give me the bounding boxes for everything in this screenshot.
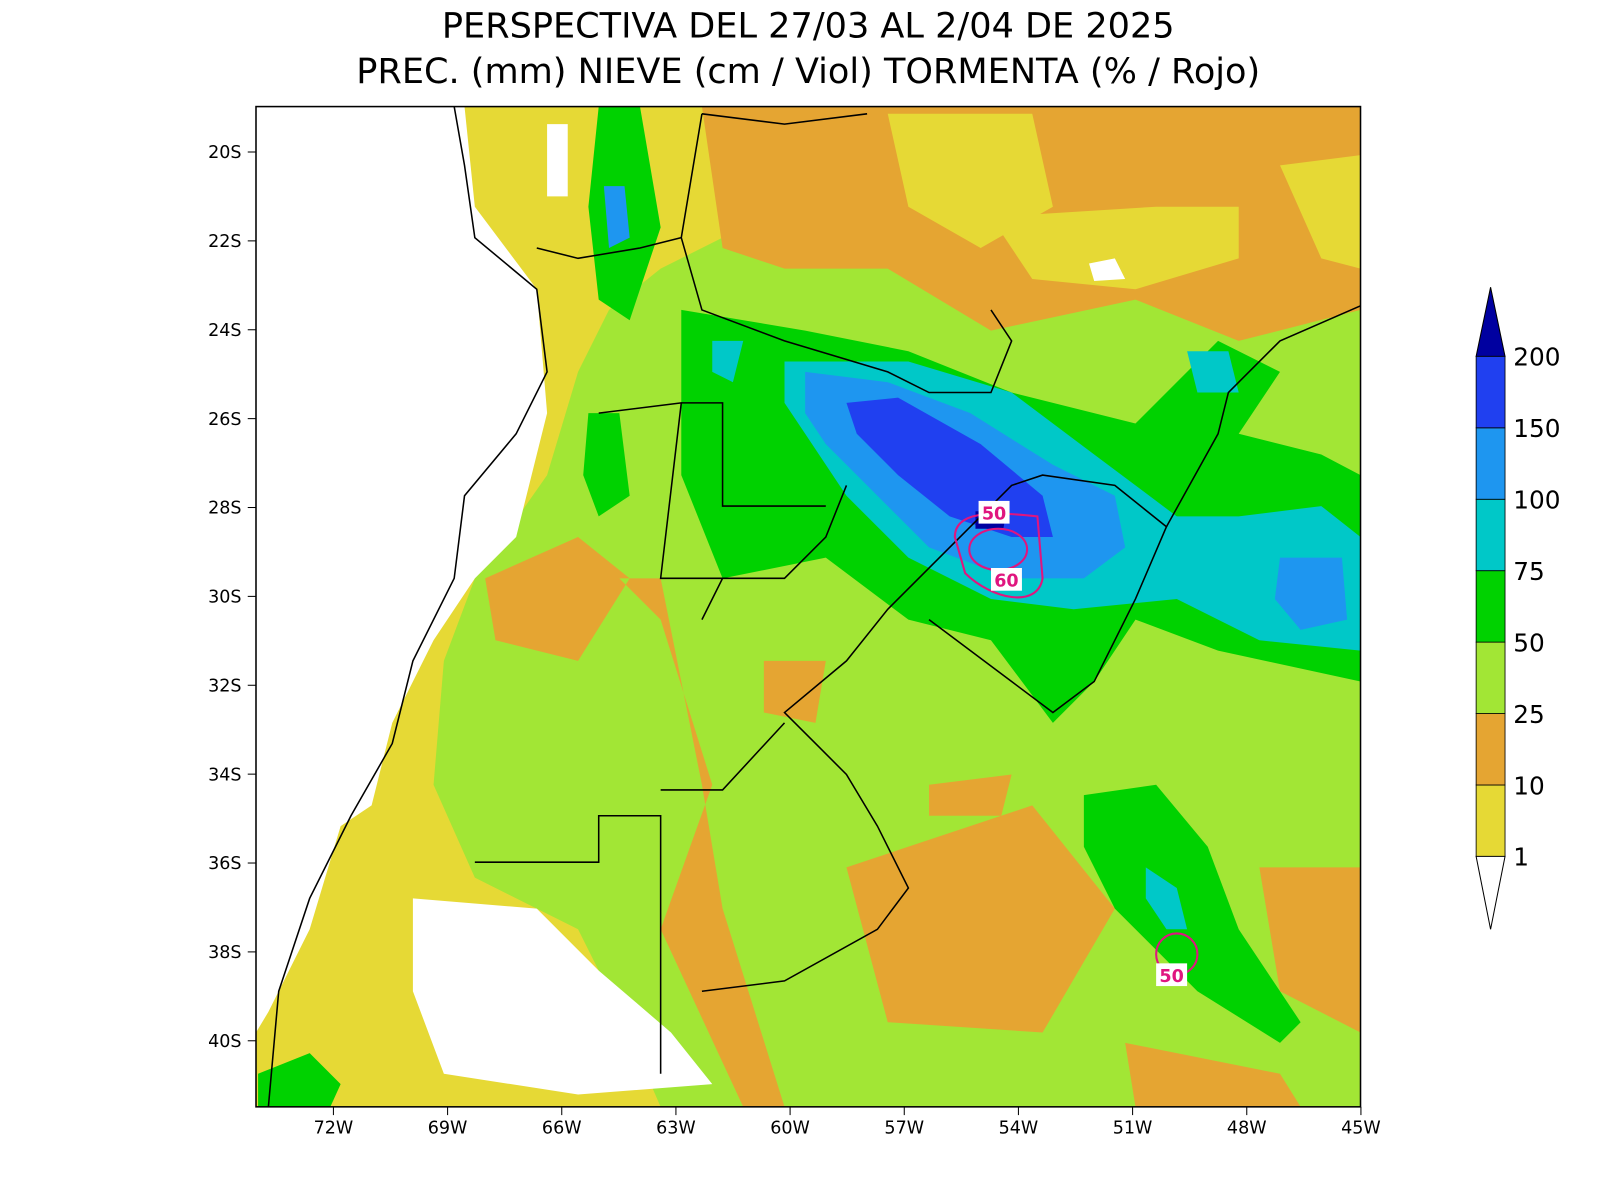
colorbar-label: 10 (1513, 771, 1545, 800)
colorbar-label: 50 (1513, 628, 1545, 657)
colorbar-box (1475, 355, 1506, 429)
lat-label: 32S (208, 676, 241, 696)
map-frame (255, 105, 1362, 1108)
colorbar-label: 150 (1513, 414, 1560, 443)
lat-label: 28S (208, 499, 241, 519)
lat-label: 22S (208, 232, 241, 252)
colorbar-box (1475, 713, 1506, 786)
lat-label: 30S (208, 588, 241, 608)
axes: 20S 22S 24S 26S 28S 30S 32S 34S 36S 38S 40S 72W 69W 6… (208, 143, 1381, 1138)
colorbar-arrow-bottom (1475, 855, 1506, 930)
lat-label: 34S (208, 765, 241, 785)
contour-label-bg (990, 568, 1022, 591)
lon-label: 69W (428, 1119, 468, 1139)
lon-label: 66W (542, 1119, 582, 1139)
colorbar-arrow-top (1475, 287, 1506, 357)
colorbar-box (1475, 570, 1506, 643)
lat-label: 26S (208, 410, 241, 430)
colorbar-label: 200 (1513, 343, 1560, 372)
colorbar-label: 25 (1513, 700, 1545, 729)
lon-label: 63W (656, 1119, 696, 1139)
colorbar-label: 100 (1513, 486, 1560, 515)
contour-label-bg (978, 500, 1010, 524)
lon-label: 54W (999, 1119, 1039, 1139)
lon-label: 51W (1113, 1119, 1153, 1139)
colorbar-box (1475, 427, 1506, 500)
contour-label: 60 (994, 572, 1018, 592)
lon-label: 72W (314, 1119, 354, 1139)
lon-label: 45W (1341, 1119, 1381, 1139)
colorbar: 1 10 25 50 75 100 150 200 (1475, 287, 1561, 930)
contour-label-bg (1156, 963, 1188, 987)
colorbar-box (1475, 784, 1506, 857)
title-line: PERSPECTIVA DEL 27/03 AL 2/04 DE 2025 (442, 5, 1175, 46)
colorbar-label: 75 (1513, 557, 1545, 586)
contour-label: 50 (1159, 967, 1183, 987)
lat-label: 24S (208, 321, 241, 341)
colorbar-box (1475, 641, 1506, 714)
lat-label: 20S (208, 143, 241, 163)
lat-label: 38S (208, 943, 241, 963)
lon-label: 60W (770, 1119, 810, 1139)
precip-field (256, 106, 1361, 1107)
lon-label: 48W (1227, 1119, 1267, 1139)
lat-label: 36S (208, 854, 241, 874)
colorbar-box (1475, 498, 1506, 572)
lon-label: 57W (884, 1119, 924, 1139)
colorbar-label: 1 (1513, 843, 1529, 872)
title-line: PREC. (mm) NIEVE (cm / Viol) TORMENTA (%… (356, 51, 1260, 92)
contour-label: 50 (982, 504, 1006, 524)
lat-label: 40S (208, 1032, 241, 1052)
